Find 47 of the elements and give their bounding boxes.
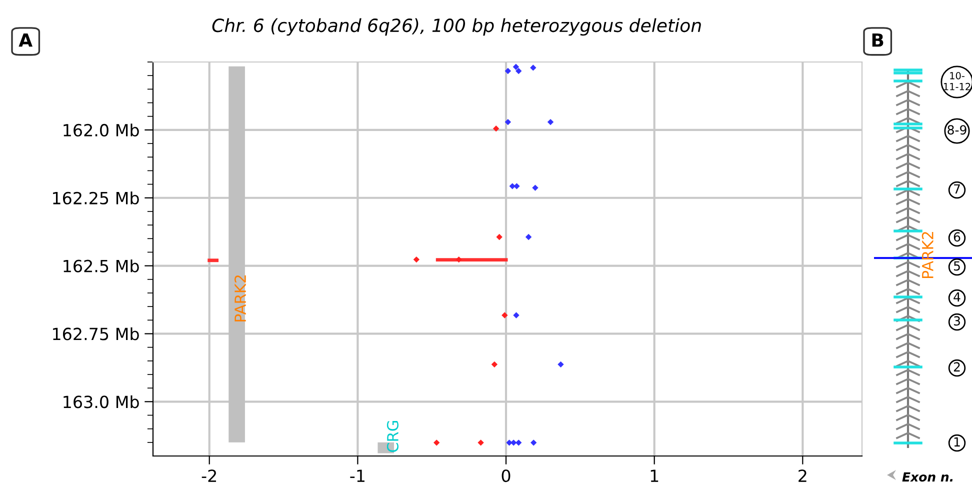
point bbox=[512, 64, 520, 70]
point bbox=[504, 68, 512, 74]
point bbox=[496, 234, 502, 240]
point bbox=[510, 440, 517, 446]
point bbox=[530, 440, 537, 446]
point bbox=[478, 440, 484, 446]
x-tick-label: -2 bbox=[202, 469, 216, 482]
point bbox=[558, 361, 564, 368]
text: 3 bbox=[954, 316, 960, 326]
annotation: CRG bbox=[386, 420, 398, 452]
y-tick-label: 162.25 Mb bbox=[53, 192, 139, 204]
text: 2 bbox=[954, 362, 960, 372]
y-tick-label: 162.5 Mb bbox=[64, 259, 139, 272]
text: Exon n. bbox=[902, 472, 953, 482]
point bbox=[492, 125, 500, 132]
point bbox=[516, 440, 522, 446]
text: B bbox=[872, 33, 884, 47]
point bbox=[525, 234, 532, 240]
point bbox=[513, 312, 520, 318]
x-tick-label: 0 bbox=[502, 469, 510, 482]
y-tick-label: 163.0 Mb bbox=[64, 395, 139, 408]
point bbox=[433, 440, 440, 446]
point bbox=[456, 256, 462, 263]
x-tick-label: -1 bbox=[350, 470, 364, 482]
point bbox=[530, 64, 536, 71]
point bbox=[516, 68, 522, 74]
annotation: PARK2 bbox=[234, 275, 246, 322]
point bbox=[413, 256, 420, 263]
text: 10- 11-12 bbox=[944, 72, 970, 90]
chart-title: Chr. 6 (cytoband 6q26), 100 bp heterozygous deletion bbox=[212, 18, 701, 36]
point bbox=[504, 118, 512, 126]
text: A bbox=[18, 33, 33, 47]
text: 1 bbox=[954, 437, 960, 446]
point bbox=[502, 312, 508, 318]
y-tick-label: 162.75 Mb bbox=[53, 327, 139, 340]
x-tick-label: 2 bbox=[798, 469, 806, 482]
text: 4 bbox=[954, 292, 960, 302]
text: 6 bbox=[954, 232, 960, 242]
x-tick-label: 1 bbox=[650, 470, 658, 482]
y-tick-label: 162.0 Mb bbox=[64, 124, 139, 136]
point bbox=[532, 184, 538, 191]
point bbox=[491, 361, 498, 368]
text: 7 bbox=[954, 184, 960, 194]
text: PARK2 bbox=[922, 232, 934, 278]
text: 5 bbox=[954, 261, 960, 271]
text: 8-9 bbox=[948, 125, 966, 135]
point bbox=[547, 118, 554, 126]
